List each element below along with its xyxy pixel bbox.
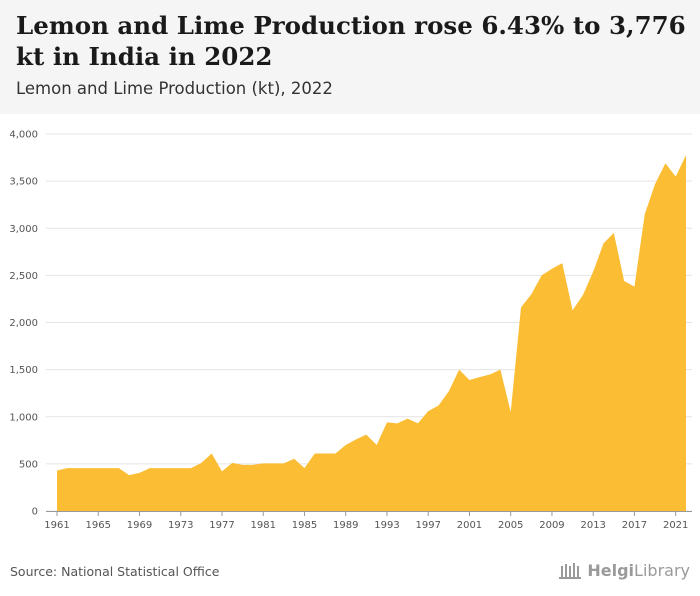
x-tick-label: 1993 [374,520,399,531]
source-note: Source: National Statistical Office [10,564,220,579]
y-tick-label: 500 [19,459,38,470]
x-tick-label: 2017 [622,520,647,531]
y-tick-label: 4,000 [9,130,38,141]
x-tick-label: 2013 [580,520,605,531]
x-tick-label: 1973 [168,520,193,531]
x-tick-label: 1977 [209,520,234,531]
helgi-library-logo: HelgiLibrary [559,561,690,580]
x-tick-label: 2005 [498,520,523,531]
y-tick-label: 1,000 [9,412,38,423]
y-tick-label: 2,000 [9,318,38,329]
y-tick-label: 0 [32,507,38,518]
x-tick-label: 1985 [292,520,317,531]
x-tick-label: 1997 [415,520,440,531]
x-tick-label: 2021 [663,520,688,531]
chart-title: Lemon and Lime Production rose 6.43% to … [16,11,686,71]
x-tick-label: 1969 [127,520,152,531]
gridlines [46,133,692,512]
area-chart: 05001,0001,5002,0002,5003,0003,5004,000 … [9,130,692,531]
y-axis: 0 500 1,000 1,500 2,000 2,500 3,000 3,500 4,000 [9,130,38,518]
y-tick-label: 3,000 [9,224,38,235]
y-tick-label: 2,500 [9,271,38,282]
area-layer [56,155,687,511]
x-tick-label: 2009 [539,520,564,531]
chart-subtitle: Lemon and Lime Production (kt), 2022 [16,79,333,98]
brand-name-rest: Library [634,561,690,580]
x-tick-label: 1961 [44,520,69,531]
brand-name-bold: Helgi [587,561,635,580]
y-tick-label: 3,500 [9,177,38,188]
header-band: Lemon and Lime Production rose 6.43% to … [0,0,700,114]
x-tick-label: 1965 [86,520,111,531]
library-building-icon [559,562,582,579]
x-tick-label: 2001 [457,520,482,531]
x-tick-label: 1989 [333,520,358,531]
x-tick-label: 1981 [251,520,276,531]
x-axis: 1961 1965 1969 1973 1977 1981 1985 1989 1993 1997… [44,511,692,531]
production-area [57,155,686,511]
y-tick-label: 1,500 [9,365,38,376]
